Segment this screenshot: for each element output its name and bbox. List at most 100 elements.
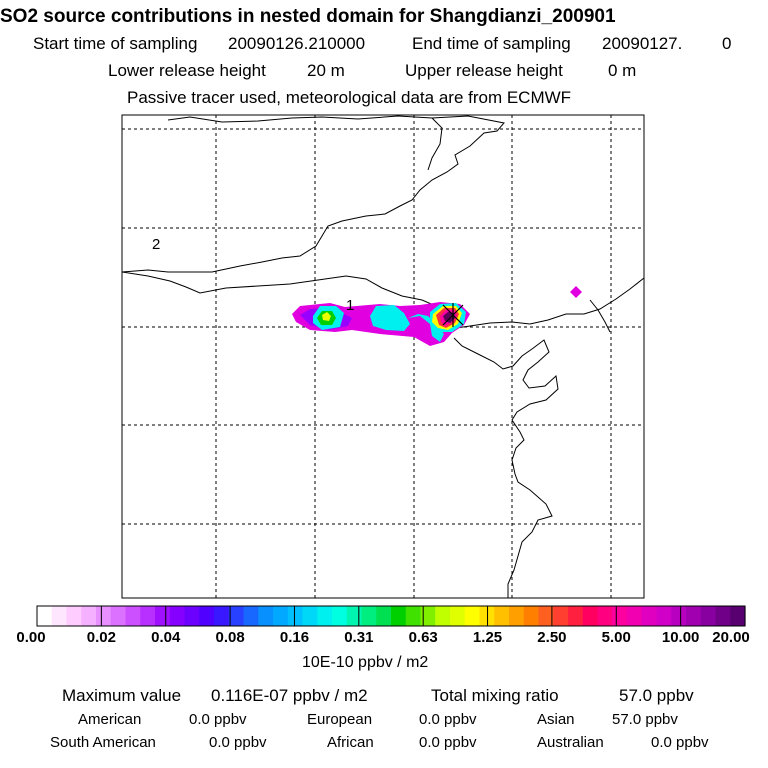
colorbar-tick-label: 10.00 xyxy=(661,629,700,646)
colorbar-swatch xyxy=(258,606,274,626)
colorbar-swatch xyxy=(435,606,451,626)
upper-release-value: 0 m xyxy=(608,61,637,80)
colorbar-tick-label: 0.16 xyxy=(279,629,310,646)
colorbar-swatch xyxy=(582,606,599,626)
max-value: 0.116E-07 ppbv / m2 xyxy=(211,686,368,705)
region-name: South American xyxy=(50,734,156,751)
colorbar xyxy=(37,606,746,626)
end-time-extra: 0 xyxy=(722,34,732,53)
tracer-note: Passive tracer used, meteorological data… xyxy=(127,88,572,107)
region-label-2: 2 xyxy=(152,236,160,253)
plume-cyan xyxy=(408,314,444,342)
colorbar-swatch xyxy=(199,606,215,626)
colorbar-swatch xyxy=(376,606,392,626)
colorbar-swatch xyxy=(273,606,289,626)
colorbar-tick-label: 5.00 xyxy=(601,629,631,646)
end-time-value: 20090127. xyxy=(602,34,683,53)
grid-lines xyxy=(122,115,644,598)
colorbar-swatch xyxy=(169,606,186,626)
coastline xyxy=(453,337,559,598)
lower-release-label: Lower release height xyxy=(108,61,266,80)
map-title: SO2 source contributions in nested domai… xyxy=(0,6,616,27)
colorbar-swatch xyxy=(302,606,318,626)
colorbar-swatch xyxy=(612,606,628,626)
colorbar-tick-label: 0.63 xyxy=(408,629,438,646)
colorbar-swatch xyxy=(494,606,510,626)
colorbar-swatch xyxy=(391,606,407,626)
colorbar-swatch xyxy=(51,606,68,626)
end-time-label: End time of sampling xyxy=(412,34,571,53)
colorbar-swatch xyxy=(184,606,200,626)
colorbar-swatch xyxy=(715,606,731,626)
colorbar-swatch xyxy=(110,606,127,626)
colorbar-swatch xyxy=(597,606,613,626)
colorbar-swatch xyxy=(671,606,687,626)
region-name: European xyxy=(307,711,373,728)
total-mixing-label: Total mixing ratio xyxy=(431,686,559,705)
coastline xyxy=(122,271,644,329)
colorbar-swatch xyxy=(420,606,436,626)
map-area: 1 2 xyxy=(122,115,644,598)
coastline xyxy=(122,115,505,273)
colorbar-swatch xyxy=(641,606,658,626)
colorbar-swatch xyxy=(243,606,259,626)
upper-release-label: Upper release height xyxy=(405,61,563,80)
region-value: 0.0 ppbv xyxy=(419,734,477,751)
colorbar-swatch xyxy=(553,606,569,626)
coastline xyxy=(427,117,443,171)
colorbar-tick-label: 0.00 xyxy=(16,629,46,646)
colorbar-swatch xyxy=(523,606,540,626)
colorbar-swatch xyxy=(346,606,363,626)
colorbar-tick-label: 1.25 xyxy=(472,629,503,646)
colorbar-swatch xyxy=(627,606,643,626)
start-time-value: 20090126.210000 xyxy=(228,34,366,53)
colorbar-swatch xyxy=(686,606,702,626)
plume-spot xyxy=(570,286,582,298)
colorbar-swatch xyxy=(332,606,348,626)
region-value: 57.0 ppbv xyxy=(612,711,678,728)
colorbar-swatch xyxy=(125,606,141,626)
total-mixing-value: 57.0 ppbv xyxy=(619,686,694,705)
colorbar-swatch xyxy=(450,606,466,626)
coastline xyxy=(589,299,611,333)
region-value: 0.0 ppbv xyxy=(651,734,709,751)
lower-release-value: 20 m xyxy=(307,61,345,80)
colorbar-swatch xyxy=(509,606,525,626)
colorbar-separators xyxy=(100,606,682,626)
colorbar-swatch xyxy=(538,606,554,626)
colorbar-swatch xyxy=(140,606,156,626)
colorbar-swatch xyxy=(96,606,112,626)
colorbar-swatch xyxy=(656,606,672,626)
map-frame xyxy=(121,114,645,599)
colorbar-swatch xyxy=(37,606,53,626)
region-name: Asian xyxy=(537,711,575,728)
colorbar-frame xyxy=(36,605,746,627)
region-value: 0.0 ppbv xyxy=(419,711,477,728)
region-label-1: 1 xyxy=(346,297,354,314)
colorbar-swatch xyxy=(66,606,82,626)
plume-cyan xyxy=(370,305,410,331)
region-value: 0.0 ppbv xyxy=(209,734,267,751)
colorbar-tick-label: 0.08 xyxy=(215,629,245,646)
colorbar-swatch xyxy=(464,606,481,626)
colorbar-swatch xyxy=(317,606,333,626)
colorbar-tick-label: 0.02 xyxy=(86,629,116,646)
plume xyxy=(292,286,582,346)
max-value-label: Maximum value xyxy=(62,686,182,705)
colorbar-swatch xyxy=(700,606,717,626)
colorbar-units: 10E-10 ppbv / m2 xyxy=(302,654,429,671)
colorbar-swatch xyxy=(730,606,746,626)
x-marker-icon xyxy=(442,303,464,327)
colorbar-swatch xyxy=(81,606,97,626)
start-time-label: Start time of sampling xyxy=(33,34,198,53)
region-name: Australian xyxy=(537,734,604,751)
coastlines xyxy=(122,115,644,598)
colorbar-swatch xyxy=(568,606,584,626)
colorbar-swatch xyxy=(287,606,304,626)
colorbar-swatch xyxy=(361,606,377,626)
colorbar-swatch xyxy=(228,606,245,626)
colorbar-swatch xyxy=(155,606,171,626)
colorbar-swatch xyxy=(405,606,422,626)
region-name: African xyxy=(327,734,374,751)
